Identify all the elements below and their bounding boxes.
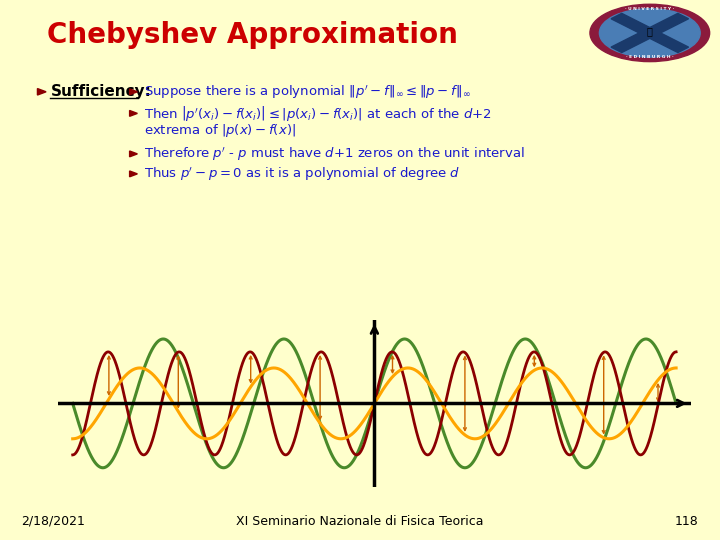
Ellipse shape <box>599 9 700 57</box>
Polygon shape <box>130 111 138 116</box>
Text: Suppose there is a polynomial $\Vert p' - f \Vert_\infty \leq \Vert p - f \Vert_: Suppose there is a polynomial $\Vert p' … <box>144 83 471 100</box>
Text: extrema of $\left|p(x) - f(x)\right|$: extrema of $\left|p(x) - f(x)\right|$ <box>144 122 296 139</box>
Text: 118: 118 <box>675 515 698 528</box>
Text: · E D I N B U R G H ·: · E D I N B U R G H · <box>626 55 674 59</box>
Text: 📖: 📖 <box>647 26 653 37</box>
Polygon shape <box>611 14 688 52</box>
Text: Chebyshev Approximation: Chebyshev Approximation <box>47 21 458 49</box>
Text: Thus $p' - p = 0$ as it is a polynomial of degree $d$: Thus $p' - p = 0$ as it is a polynomial … <box>144 165 461 183</box>
Polygon shape <box>130 151 138 157</box>
Text: Therefore $p'$ - $p$ must have $d$+1 zeros on the unit interval: Therefore $p'$ - $p$ must have $d$+1 zer… <box>144 145 525 163</box>
Text: · U N I V E R S I T Y ·: · U N I V E R S I T Y · <box>625 6 675 11</box>
Polygon shape <box>130 171 138 177</box>
Polygon shape <box>130 89 138 94</box>
Text: 2/18/2021: 2/18/2021 <box>22 515 86 528</box>
Ellipse shape <box>590 4 710 62</box>
Polygon shape <box>611 14 688 52</box>
Text: XI Seminario Nazionale di Fisica Teorica: XI Seminario Nazionale di Fisica Teorica <box>236 515 484 528</box>
Text: Then $\left|p'(x_i) - f(x_i)\right| \leq \left|p(x_i) - f(x_i)\right|$ at each o: Then $\left|p'(x_i) - f(x_i)\right| \leq… <box>144 104 492 123</box>
Polygon shape <box>37 89 46 95</box>
Text: Sufficiency:: Sufficiency: <box>50 84 151 99</box>
